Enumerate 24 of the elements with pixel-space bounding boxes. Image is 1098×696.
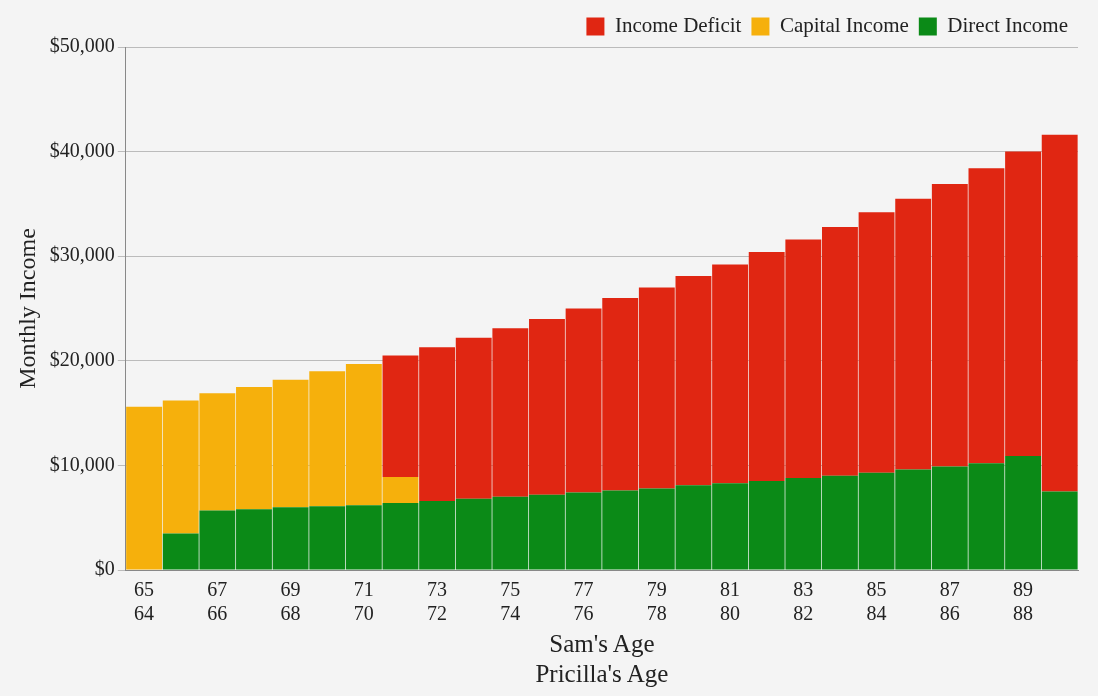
x-tick-label: 73 72: [427, 578, 448, 625]
y-tick-label: $50,000: [49, 34, 115, 57]
x-tick-label: 85 84: [866, 578, 887, 625]
x-tick-label: 75 74: [500, 578, 521, 625]
x-tick-label: 87 86: [939, 578, 960, 625]
x-tick-label: 81 80: [720, 578, 741, 625]
x-tick-label: 83 82: [793, 578, 814, 625]
y-tick-label: $20,000: [49, 348, 115, 371]
legend-label: Direct Income: [947, 13, 1069, 38]
y-tick-label: $10,000: [49, 452, 115, 475]
x-tick-label: 65 64: [134, 578, 155, 625]
x-tick-label: 79 78: [646, 578, 667, 625]
x-tick-label: 69 68: [280, 578, 301, 625]
y-tick-label: $40,000: [49, 138, 115, 161]
x-axis-title: Sam's Age Pricilla's Age: [535, 629, 669, 687]
legend-label: Income Deficit: [614, 13, 742, 38]
x-tick-label: 71 70: [353, 578, 374, 625]
x-tick-label: 89 88: [1013, 578, 1034, 625]
y-tick-label: $30,000: [49, 243, 115, 266]
y-tick-label: $0: [94, 557, 115, 580]
y-axis-title: Monthly Income: [13, 228, 40, 389]
x-tick-label: 67 66: [207, 578, 228, 625]
x-tick-label: 77 76: [573, 578, 594, 625]
legend-label: Capital Income: [779, 13, 909, 38]
